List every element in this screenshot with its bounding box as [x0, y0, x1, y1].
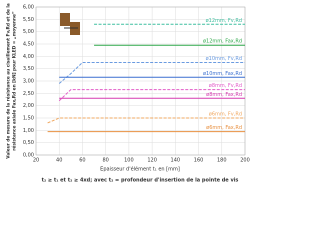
x-tick-label: 200 [240, 158, 250, 164]
y-axis-label: Valeur de mesure de la résistance au cis… [5, 3, 18, 159]
y-tick-label: 3,00 [23, 79, 34, 85]
y-tick-label: 6,00 [23, 5, 34, 11]
icon [60, 13, 80, 35]
series-label: ø10mm, Fv,Rd [206, 56, 242, 62]
series-line [47, 117, 245, 124]
x-tick-label: 20 [33, 158, 39, 164]
plot-frame [35, 6, 246, 156]
y-tick-label: 2,00 [23, 103, 34, 109]
x-tick-label: 120 [147, 158, 157, 164]
y-tick-label: 3,50 [23, 66, 34, 72]
y-tick-label: 0,50 [23, 140, 34, 146]
chart: Valeur de mesure de la résistance au cis… [5, 3, 250, 184]
y-tick-label: 1,00 [23, 128, 34, 134]
x-tick-label: 160 [194, 158, 204, 164]
x-tick-label: 80 [102, 158, 108, 164]
y-tick-label: 5,50 [23, 17, 34, 23]
y-tick-label: 4,00 [23, 54, 34, 60]
y-label-line: Valeur de mesure de la résistance au cis… [5, 3, 12, 159]
series-label: ø8mm, Fv,Rd [209, 83, 242, 89]
series-label: ø6mm, Fax,Rd [206, 125, 242, 131]
y-label-line: résistance axiale Fax,Rd en [kN] pour KL… [11, 11, 18, 151]
y-tick-label: 4,50 [23, 42, 34, 48]
note: t₂ ≥ t₁ et t₂ ≥ 4xd; avec t₂ = profondeu… [42, 178, 239, 184]
x-tick-label: 180 [217, 158, 227, 164]
series-label: ø10mm, Fax,Rd [203, 71, 242, 77]
series-label: ø12mm, Fv,Rd [206, 18, 242, 24]
series-label: ø12mm, Fax,Rd [203, 39, 242, 45]
x-tick-label: 40 [56, 158, 62, 164]
series-label: ø6mm, Fv,Rd [209, 112, 242, 118]
x-tick-label: 100 [124, 158, 134, 164]
series-label: ø8mm, Fax,Rd [206, 92, 242, 98]
y-tick-label: 1,50 [23, 116, 34, 122]
y-tick-label: 2,50 [23, 91, 34, 97]
icon-part [60, 13, 70, 26]
series-line [58, 62, 245, 84]
x-tick-label: 140 [171, 158, 181, 164]
y-tick-label: 0,00 [23, 153, 34, 159]
x-tick-label: 60 [79, 158, 85, 164]
y-tick-label: 5,00 [23, 29, 34, 35]
x-axis-label: Epaisseur d'élément t₁ en [mm] [100, 166, 180, 173]
series-line [58, 89, 245, 102]
